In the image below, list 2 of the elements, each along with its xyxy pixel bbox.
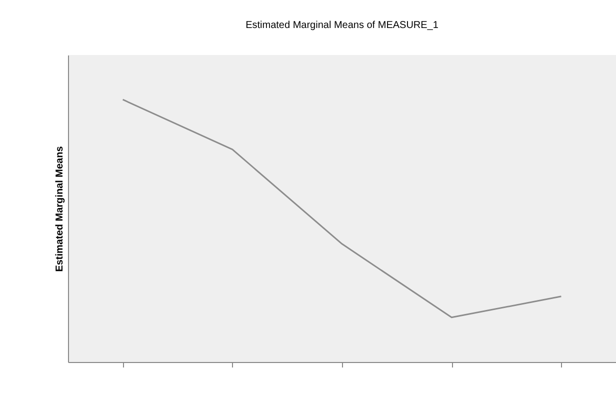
chart-title: Estimated Marginal Means of MEASURE_1 [246,20,439,31]
y-axis-title: Estimated Marginal Means [54,146,66,272]
